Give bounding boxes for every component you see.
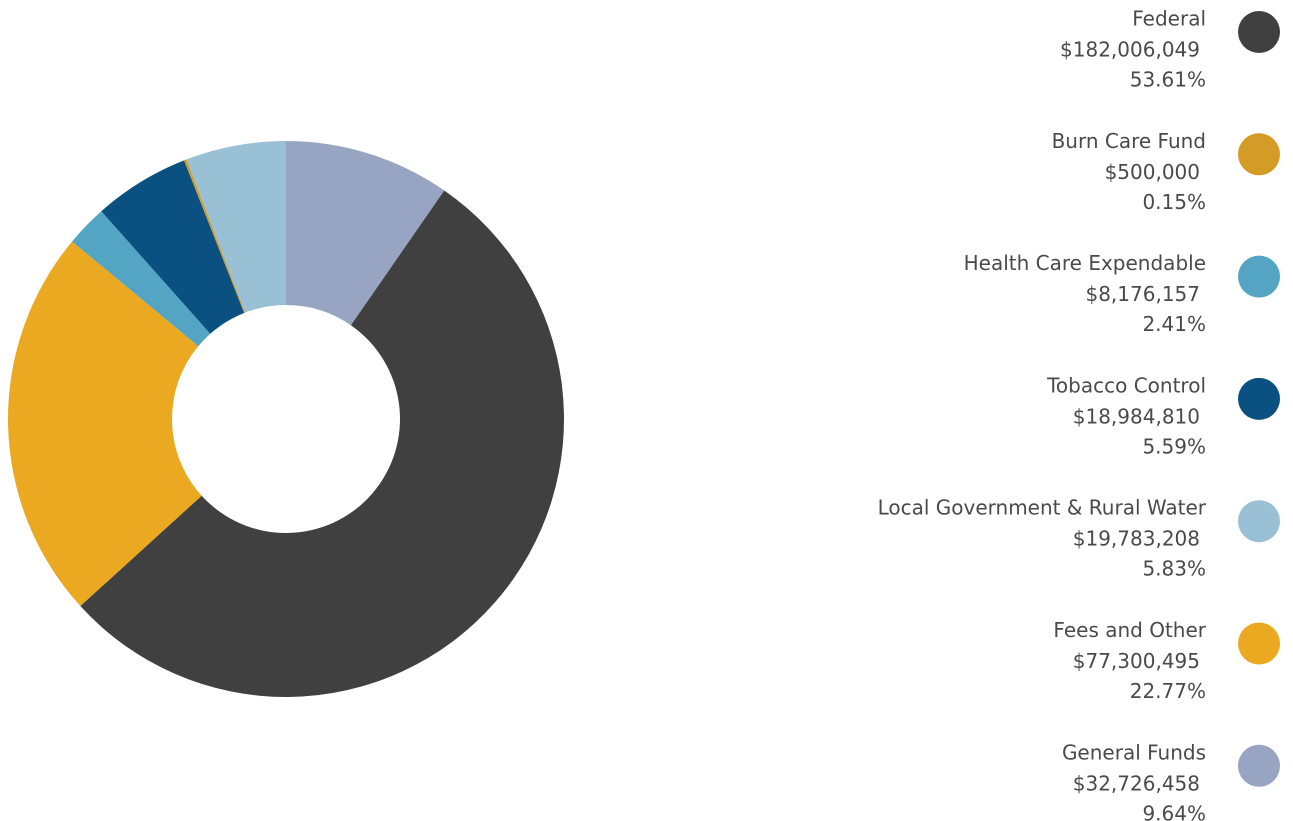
legend-amount: $77,300,495 bbox=[1073, 649, 1200, 673]
legend-percentage: 5.59% bbox=[1142, 434, 1206, 458]
legend-label: Local Government & Rural Water bbox=[878, 496, 1207, 520]
donut-segment bbox=[72, 211, 211, 347]
legend-percentage: 5.83% bbox=[1142, 557, 1206, 581]
legend-percentage: 9.64% bbox=[1142, 801, 1206, 821]
legend-label: Federal bbox=[1132, 7, 1206, 31]
legend-amount: $18,984,810 bbox=[1073, 404, 1200, 428]
legend-label: Health Care Expendable bbox=[964, 251, 1206, 275]
legend-swatch bbox=[1238, 744, 1280, 787]
legend-amount: $19,783,208 bbox=[1073, 527, 1200, 551]
legend-amount: $500,000 bbox=[1105, 160, 1200, 184]
legend-swatch bbox=[1238, 377, 1280, 420]
donut-segment bbox=[286, 141, 445, 326]
donut-segment bbox=[7, 241, 202, 607]
legend-label: Burn Care Fund bbox=[1052, 129, 1206, 153]
donut-segment bbox=[186, 141, 286, 313]
legend-amount: $182,006,049 bbox=[1060, 38, 1200, 62]
legend-percentage: 53.61% bbox=[1130, 68, 1206, 92]
donut-segment bbox=[80, 190, 564, 697]
legend-amount: $8,176,157 bbox=[1085, 282, 1200, 306]
legend-swatch bbox=[1238, 255, 1280, 298]
legend-label: General Funds bbox=[1062, 740, 1206, 764]
donut-segment bbox=[101, 160, 245, 334]
legend-swatch bbox=[1238, 500, 1280, 543]
legend-label: Tobacco Control bbox=[1046, 373, 1206, 397]
legend-label: Fees and Other bbox=[1053, 618, 1206, 642]
legend-amount: $32,726,458 bbox=[1073, 771, 1200, 795]
legend-percentage: 2.41% bbox=[1142, 312, 1206, 336]
donut-segment bbox=[184, 159, 246, 313]
legend-swatch bbox=[1238, 11, 1280, 53]
legend-swatch bbox=[1238, 622, 1280, 665]
legend-percentage: 0.15% bbox=[1142, 190, 1206, 214]
legend-percentage: 22.77% bbox=[1130, 679, 1206, 703]
legend-swatch bbox=[1238, 133, 1280, 176]
